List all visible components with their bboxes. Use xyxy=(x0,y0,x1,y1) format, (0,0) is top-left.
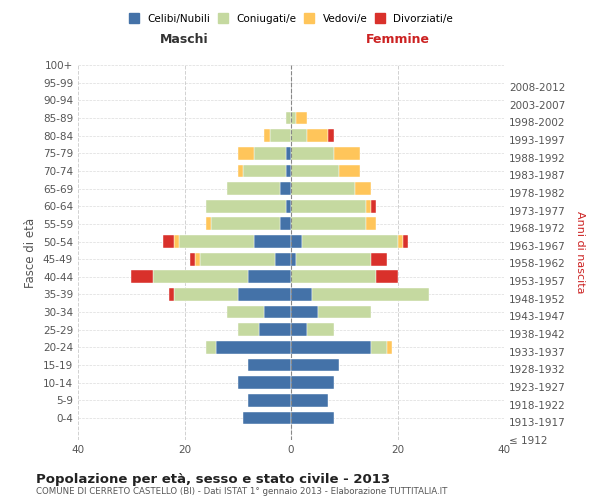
Bar xyxy=(387,341,392,354)
Bar xyxy=(280,218,291,230)
Y-axis label: Fasce di età: Fasce di età xyxy=(25,218,37,288)
Bar xyxy=(313,288,430,301)
Legend: Celibi/Nubili, Coniugati/e, Vedovi/e, Divorziati/e: Celibi/Nubili, Coniugati/e, Vedovi/e, Di… xyxy=(126,10,456,26)
Bar xyxy=(206,218,211,230)
Bar xyxy=(265,306,291,318)
Bar xyxy=(291,412,334,424)
Bar xyxy=(243,412,291,424)
Bar xyxy=(131,270,152,283)
Bar xyxy=(296,253,371,266)
Bar xyxy=(179,235,254,248)
Bar xyxy=(152,270,248,283)
Bar xyxy=(403,235,408,248)
Bar xyxy=(265,129,270,142)
Bar xyxy=(174,235,179,248)
Bar xyxy=(286,200,291,212)
Bar xyxy=(243,164,286,177)
Bar xyxy=(291,200,365,212)
Bar xyxy=(238,147,254,160)
Bar xyxy=(286,164,291,177)
Bar xyxy=(254,147,286,160)
Bar xyxy=(206,200,286,212)
Bar xyxy=(291,394,328,406)
Bar xyxy=(259,324,291,336)
Bar xyxy=(291,376,334,389)
Bar xyxy=(238,376,291,389)
Bar xyxy=(190,253,195,266)
Bar xyxy=(238,288,291,301)
Bar xyxy=(371,341,387,354)
Bar xyxy=(291,182,355,195)
Bar xyxy=(286,147,291,160)
Bar xyxy=(286,112,291,124)
Text: Popolazione per età, sesso e stato civile - 2013: Popolazione per età, sesso e stato civil… xyxy=(36,472,390,486)
Bar xyxy=(291,270,376,283)
Bar xyxy=(339,164,360,177)
Bar xyxy=(355,182,371,195)
Bar xyxy=(307,324,334,336)
Y-axis label: Anni di nascita: Anni di nascita xyxy=(575,211,585,294)
Bar xyxy=(291,253,296,266)
Bar xyxy=(334,147,360,160)
Bar xyxy=(248,394,291,406)
Bar xyxy=(317,306,371,318)
Bar xyxy=(270,129,291,142)
Bar xyxy=(227,182,280,195)
Bar xyxy=(200,253,275,266)
Bar xyxy=(328,129,334,142)
Bar xyxy=(227,306,265,318)
Bar xyxy=(398,235,403,248)
Bar xyxy=(291,147,334,160)
Bar xyxy=(248,270,291,283)
Bar xyxy=(291,306,317,318)
Bar xyxy=(291,164,339,177)
Bar xyxy=(254,235,291,248)
Bar xyxy=(238,324,259,336)
Bar xyxy=(195,253,200,266)
Bar xyxy=(371,253,387,266)
Bar xyxy=(211,218,280,230)
Bar xyxy=(291,324,307,336)
Text: Maschi: Maschi xyxy=(160,32,209,46)
Bar xyxy=(376,270,398,283)
Bar xyxy=(365,200,371,212)
Bar xyxy=(291,218,365,230)
Text: Femmine: Femmine xyxy=(365,32,430,46)
Bar xyxy=(174,288,238,301)
Bar xyxy=(280,182,291,195)
Bar xyxy=(291,358,339,372)
Bar xyxy=(275,253,291,266)
Bar xyxy=(291,112,296,124)
Bar xyxy=(296,112,307,124)
Bar xyxy=(371,200,376,212)
Bar xyxy=(238,164,243,177)
Bar xyxy=(163,235,174,248)
Bar xyxy=(291,235,302,248)
Bar xyxy=(302,235,398,248)
Bar xyxy=(206,341,217,354)
Bar xyxy=(291,341,371,354)
Bar xyxy=(291,288,313,301)
Bar xyxy=(365,218,376,230)
Bar xyxy=(307,129,328,142)
Bar xyxy=(248,358,291,372)
Bar xyxy=(169,288,174,301)
Bar xyxy=(217,341,291,354)
Text: COMUNE DI CERRETO CASTELLO (BI) - Dati ISTAT 1° gennaio 2013 - Elaborazione TUTT: COMUNE DI CERRETO CASTELLO (BI) - Dati I… xyxy=(36,488,448,496)
Bar xyxy=(291,129,307,142)
